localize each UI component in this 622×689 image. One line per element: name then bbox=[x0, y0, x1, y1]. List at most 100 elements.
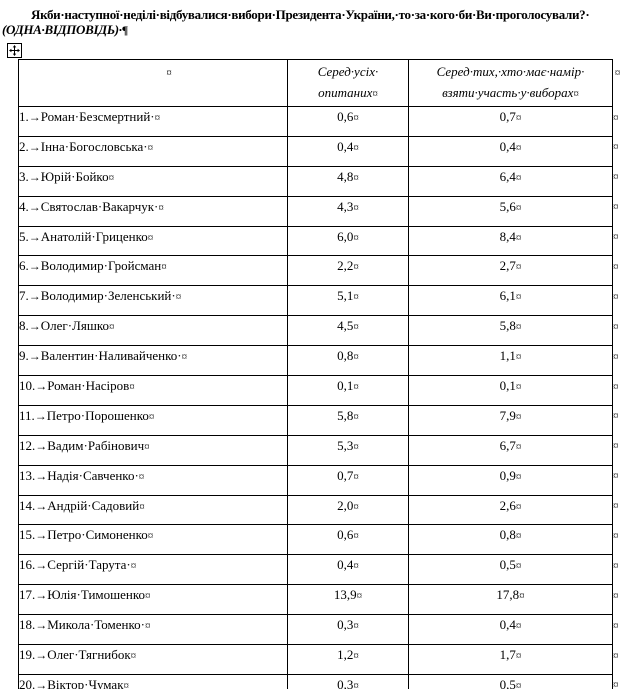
all-respondents-cell[interactable]: 0,1¤ bbox=[287, 375, 409, 406]
value-text: 0,5 bbox=[499, 676, 516, 689]
table-row: 10. → Роман·Насіров¤ 0,1¤ 0,1¤ ¤ bbox=[18, 375, 622, 406]
value-text: 6,1 bbox=[499, 288, 516, 304]
candidate-name-cell[interactable]: 13. → Надія·Савченко·¤ bbox=[18, 464, 288, 496]
voters-cell[interactable]: 2,6¤ bbox=[408, 494, 613, 526]
cell-end-marker: ¤ bbox=[123, 679, 130, 689]
candidate-name-cell[interactable]: 6. → Володимир·Гройсман¤ bbox=[18, 255, 288, 287]
table-row: 18. → Микола·Томенко·¤ 0,3¤ 0,4¤ ¤ bbox=[18, 614, 622, 646]
value-text: 0,4 bbox=[337, 138, 354, 154]
table-row: 5. → Анатолій·Гриценко¤ 6,0¤ 8,4¤ ¤ bbox=[18, 225, 622, 257]
all-respondents-cell[interactable]: 4,8¤ bbox=[287, 165, 409, 197]
voters-cell[interactable]: 0,8¤ bbox=[408, 524, 613, 556]
voters-cell[interactable]: 0,5¤ bbox=[408, 673, 613, 689]
voters-cell[interactable]: 0,9¤ bbox=[408, 464, 613, 496]
candidate-name-cell[interactable]: 1. → Роман·Безсмертний·¤ bbox=[18, 106, 288, 137]
voters-cell[interactable]: 0,4¤ bbox=[408, 135, 613, 167]
list-number: 9. bbox=[19, 348, 29, 364]
candidate-name: Вадим·Рабінович bbox=[47, 437, 145, 453]
all-respondents-cell[interactable]: 0,8¤ bbox=[287, 345, 409, 377]
candidate-name-cell[interactable]: 11. → Петро·Порошенко¤ bbox=[18, 404, 288, 436]
all-respondents-cell[interactable]: 5,8¤ bbox=[287, 404, 409, 436]
value-text: 0,3 bbox=[337, 617, 354, 633]
voters-cell[interactable]: 0,5¤ bbox=[408, 554, 613, 586]
all-respondents-cell[interactable]: 6,0¤ bbox=[287, 225, 409, 257]
tab-arrow-icon: → bbox=[35, 468, 48, 483]
voters-cell[interactable]: 5,6¤ bbox=[408, 195, 613, 227]
all-respondents-cell[interactable]: 2,2¤ bbox=[287, 255, 409, 287]
row-end-marker: ¤ bbox=[613, 111, 619, 124]
candidate-name-cell[interactable]: 18. → Микола·Томенко·¤ bbox=[18, 614, 288, 646]
value-text: 2,6 bbox=[499, 497, 516, 513]
cell-end-marker: ¤ bbox=[515, 171, 522, 184]
question-title-line2[interactable]: (ОДНА·ВІДПОВІДЬ)·¶ bbox=[2, 22, 589, 38]
candidate-name-cell[interactable]: 16. → Сергій·Тарута·¤ bbox=[18, 554, 288, 586]
value-text: 17,8 bbox=[496, 587, 520, 603]
list-number: 6. bbox=[19, 258, 29, 274]
candidate-name: Олег·Тягнибок bbox=[47, 647, 131, 663]
voters-cell[interactable]: 6,7¤ bbox=[408, 434, 613, 466]
candidate-name-cell[interactable]: 14. → Андрій·Садовий¤ bbox=[18, 494, 288, 526]
table-move-handle[interactable] bbox=[7, 43, 22, 58]
all-respondents-cell[interactable]: 4,3¤ bbox=[287, 195, 409, 227]
all-respondents-cell[interactable]: 0,6¤ bbox=[287, 524, 409, 556]
voters-cell[interactable]: 17,8¤ bbox=[408, 584, 613, 616]
candidate-name-cell[interactable]: 12. → Вадим·Рабінович¤ bbox=[18, 434, 288, 466]
all-respondents-cell[interactable]: 5,3¤ bbox=[287, 434, 409, 466]
candidate-name-cell[interactable]: 8. → Олег·Ляшко¤ bbox=[18, 315, 288, 347]
pilcrow-mark: ¶ bbox=[121, 23, 128, 37]
candidate-name-cell[interactable]: 15. → Петро·Симоненко¤ bbox=[18, 524, 288, 556]
header-empty-cell[interactable]: ¤ bbox=[18, 59, 288, 107]
table-row: 15. → Петро·Симоненко¤ 0,6¤ 0,8¤ ¤ bbox=[18, 524, 622, 556]
voters-cell[interactable]: 0,7¤ bbox=[408, 106, 613, 137]
voters-cell[interactable]: 8,4¤ bbox=[408, 225, 613, 257]
cell-end-marker: ¤ bbox=[353, 620, 359, 633]
all-respondents-cell[interactable]: 4,5¤ bbox=[287, 315, 409, 347]
candidate-name-cell[interactable]: 9. → Валентин·Наливайченко·¤ bbox=[18, 345, 288, 377]
candidate-name-cell[interactable]: 17. → Юлія·Тимошенко¤ bbox=[18, 584, 288, 616]
candidate-name-cell[interactable]: 7. → Володимир·Зеленський·¤ bbox=[18, 285, 288, 317]
voters-cell[interactable]: 1,7¤ bbox=[408, 644, 613, 675]
voters-cell[interactable]: 7,9¤ bbox=[408, 404, 613, 436]
voters-cell[interactable]: 2,7¤ bbox=[408, 255, 613, 287]
all-respondents-cell[interactable]: 1,2¤ bbox=[287, 644, 409, 675]
voters-cell[interactable]: 1,1¤ bbox=[408, 345, 613, 377]
cell-end-marker: ¤ bbox=[353, 231, 359, 244]
all-respondents-cell[interactable]: 0,4¤ bbox=[287, 135, 409, 167]
header-voters-cell[interactable]: Серед·тих,·хто·має·намір· взяти·участь·у… bbox=[408, 59, 613, 107]
tab-arrow-icon: → bbox=[35, 677, 48, 689]
voters-cell[interactable]: 6,4¤ bbox=[408, 165, 613, 197]
all-respondents-cell[interactable]: 0,6¤ bbox=[287, 106, 409, 137]
all-respondents-cell[interactable]: 0,3¤ bbox=[287, 614, 409, 646]
voters-cell[interactable]: 0,4¤ bbox=[408, 614, 613, 646]
cell-end-marker: ¤ bbox=[353, 351, 359, 364]
table-row: 13. → Надія·Савченко·¤ 0,7¤ 0,9¤ ¤ bbox=[18, 464, 622, 496]
voters-cell[interactable]: 0,1¤ bbox=[408, 375, 613, 406]
candidate-name-cell[interactable]: 10. → Роман·Насіров¤ bbox=[18, 375, 288, 406]
cell-end-marker: ¤ bbox=[515, 351, 522, 364]
all-respondents-cell[interactable]: 0,4¤ bbox=[287, 554, 409, 586]
cell-end-marker: ¤ bbox=[515, 410, 522, 423]
candidate-name-cell[interactable]: 2. → Інна·Богословська·¤ bbox=[18, 135, 288, 167]
cell-end-marker: ¤ bbox=[515, 261, 522, 274]
voters-cell[interactable]: 6,1¤ bbox=[408, 285, 613, 317]
candidate-name-cell[interactable]: 3. → Юрій·Бойко¤ bbox=[18, 165, 288, 197]
value-text: 0,4 bbox=[499, 138, 516, 154]
candidate-name-cell[interactable]: 4. → Святослав·Вакарчук·¤ bbox=[18, 195, 288, 227]
candidate-name: Надія·Савченко· bbox=[47, 467, 139, 483]
list-number: 12. bbox=[19, 437, 36, 453]
candidate-name-cell[interactable]: 19. → Олег·Тягнибок¤ bbox=[18, 644, 288, 675]
all-respondents-cell[interactable]: 5,1¤ bbox=[287, 285, 409, 317]
question-title-line1[interactable]: Якби·наступної·неділі·відбувалися·вибори… bbox=[31, 7, 590, 22]
all-respondents-cell[interactable]: 0,7¤ bbox=[287, 464, 409, 496]
row-end-marker: ¤ bbox=[613, 380, 619, 393]
voters-cell[interactable]: 5,8¤ bbox=[408, 315, 613, 347]
header-all-respondents-cell[interactable]: Серед·усіх· опитаних¤ bbox=[287, 59, 409, 107]
all-respondents-cell[interactable]: 2,0¤ bbox=[287, 494, 409, 526]
all-respondents-cell[interactable]: 13,9¤ bbox=[287, 584, 409, 616]
candidate-name-cell[interactable]: 5. → Анатолій·Гриценко¤ bbox=[18, 225, 288, 257]
tab-arrow-icon: → bbox=[28, 229, 41, 244]
row-end-marker: ¤ bbox=[613, 320, 619, 333]
all-respondents-cell[interactable]: 0,3¤ bbox=[287, 673, 409, 689]
candidate-name-cell[interactable]: 20. → Віктор·Чумак¤ bbox=[18, 673, 288, 689]
